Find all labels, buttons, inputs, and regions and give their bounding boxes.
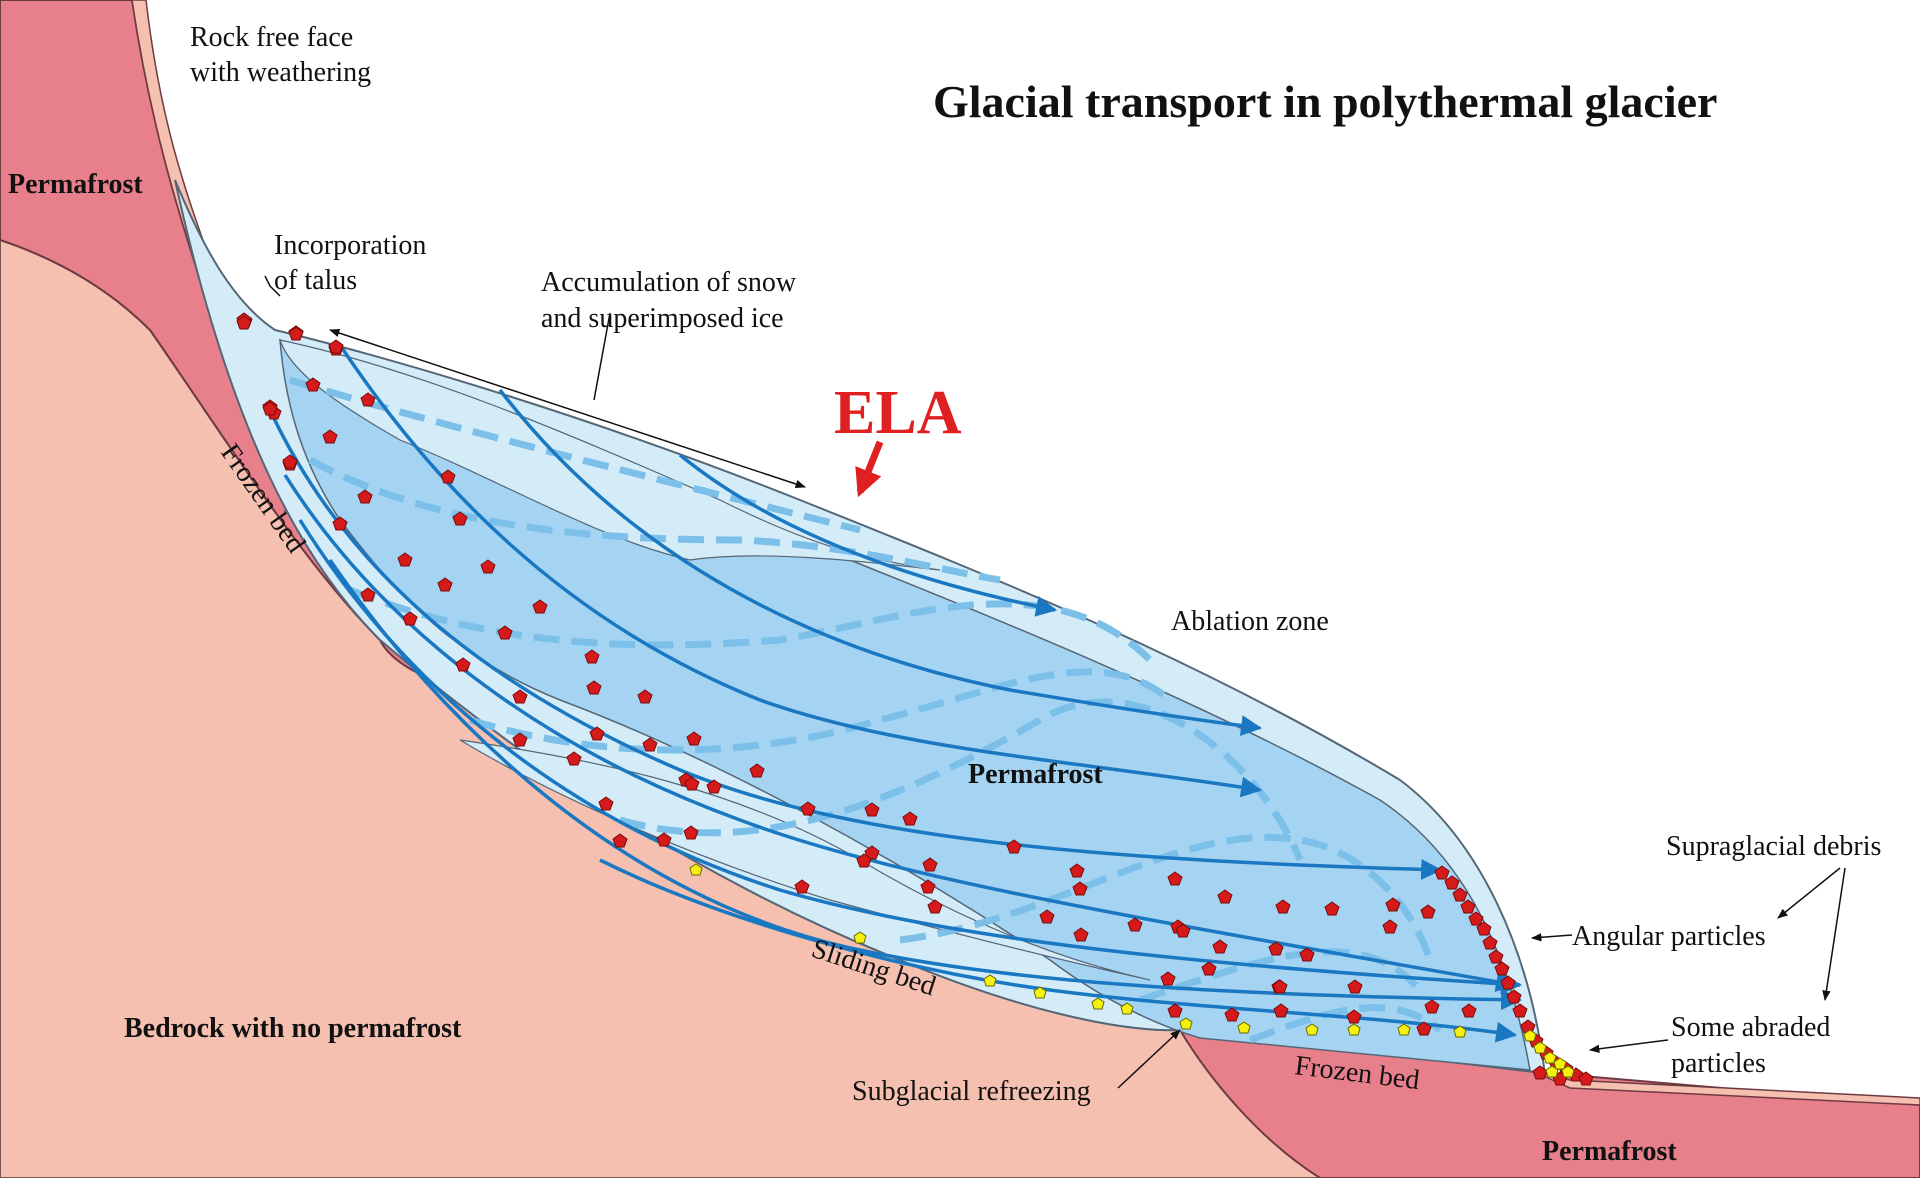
annotation-arrows [264, 275, 1846, 1089]
permafrost-top-left-label: Permafrost [8, 169, 143, 200]
subglacial-refreezing-label: Subglacial refreezing [852, 1076, 1091, 1107]
angular-particles-label: Angular particles [1572, 921, 1766, 952]
accumulation-label-1: Accumulation of snow [541, 267, 797, 298]
incorporation-label-1: Incorporation [274, 230, 426, 261]
flow-lines [268, 344, 1523, 1043]
angular-debris [236, 312, 1477, 1036]
some-abraded-label-1: Some abraded [1671, 1012, 1830, 1043]
rock-free-face-label-1: Rock free face [190, 22, 353, 53]
rock-free-face-label-2: with weathering [190, 57, 371, 88]
ela-label: ELA [834, 379, 962, 447]
incorporation-label-2: of talus [274, 265, 357, 296]
abraded-debris [689, 863, 1575, 1078]
ablation-zone-label: Ablation zone [1171, 606, 1329, 637]
permafrost-lower-wedge [1178, 1028, 1920, 1178]
supraglacial-debris-label: Supraglacial debris [1666, 831, 1881, 862]
permafrost-bottom-right-label: Permafrost [1542, 1136, 1677, 1167]
bedrock-label: Bedrock with no permafrost [124, 1013, 462, 1044]
permafrost-center-label: Permafrost [968, 759, 1103, 790]
ela-arrow [855, 440, 884, 498]
accumulation-label-2: and superimposed ice [541, 303, 784, 334]
some-abraded-label-2: particles [1671, 1048, 1766, 1079]
sliding-zone-lens [459, 739, 1151, 981]
title: Glacial transport in polythermal glacier [933, 76, 1717, 127]
